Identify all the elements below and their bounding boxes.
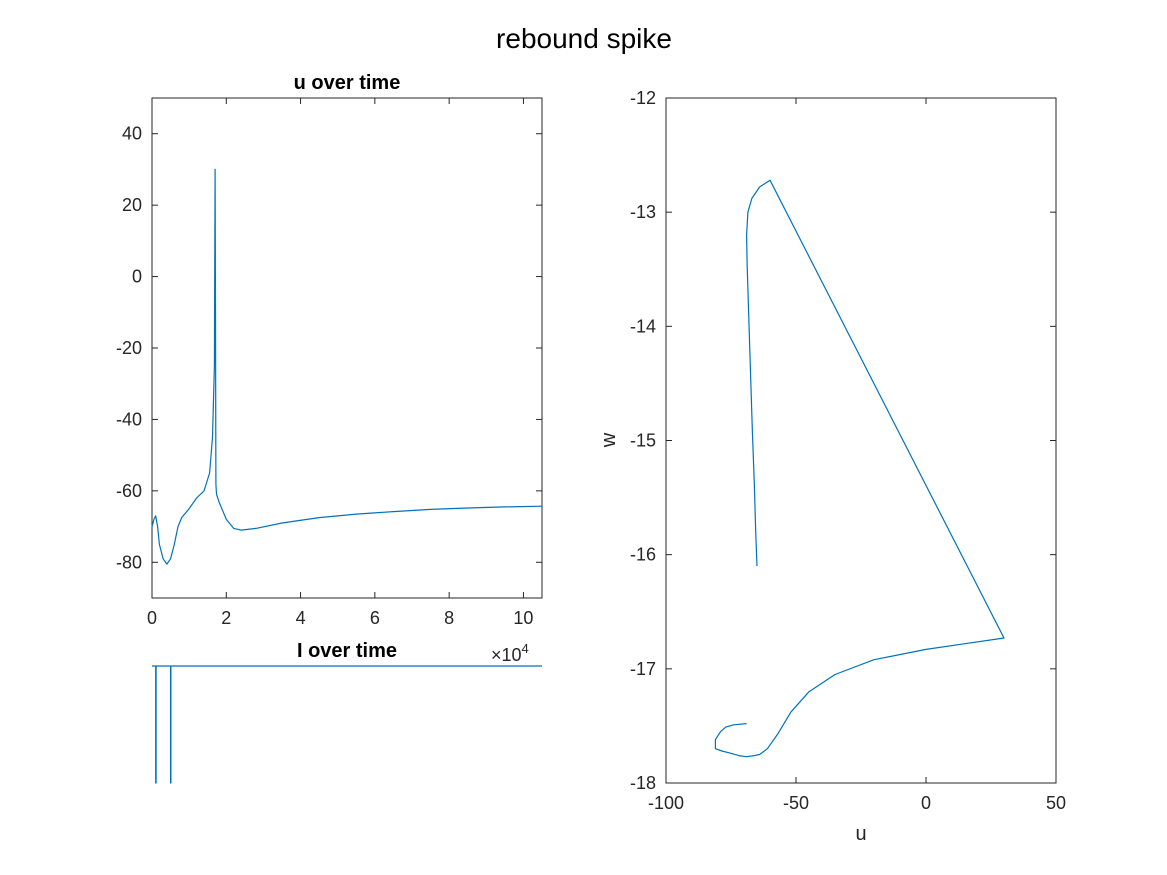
figure-title: rebound spike — [496, 23, 672, 54]
y-tick-label: -15 — [630, 431, 656, 451]
y-tick-label: 20 — [122, 195, 142, 215]
y-tick-label: -80 — [116, 552, 142, 572]
u-trace-line — [151, 168, 543, 565]
x-tick-label: 10 — [513, 608, 533, 628]
x-tick-label: 4 — [296, 608, 306, 628]
y-tick-label: -18 — [630, 773, 656, 793]
y-tick-label: -16 — [630, 545, 656, 565]
y-tick-label: -12 — [630, 88, 656, 108]
x-tick-label: -50 — [783, 793, 809, 813]
y-tick-label: -14 — [630, 316, 656, 336]
y-tick-label: -60 — [116, 481, 142, 501]
u-over-time-axes-box — [151, 97, 543, 599]
y-tick-label: -17 — [630, 659, 656, 679]
i-over-time-plot: I over time — [152, 640, 542, 784]
u-over-time-title: u over time — [294, 72, 401, 94]
i-over-time-title: I over time — [297, 640, 397, 662]
phase-plane-xlabel: u — [855, 823, 866, 845]
phase-plane-axes-box — [665, 97, 1057, 784]
x-tick-label: 0 — [147, 608, 157, 628]
phase-plane-ylabel: w — [598, 432, 620, 448]
x-tick-label: 8 — [444, 608, 454, 628]
x-tick-label: 6 — [370, 608, 380, 628]
x-exponent-label: ×104 — [491, 641, 529, 665]
x-tick-label: -100 — [648, 793, 684, 813]
y-tick-label: -40 — [116, 409, 142, 429]
y-tick-label: 0 — [132, 267, 142, 287]
phase-trajectory-line — [714, 179, 1005, 758]
x-tick-label: 50 — [1046, 793, 1066, 813]
x-tick-label: 2 — [221, 608, 231, 628]
x-tick-label: 0 — [921, 793, 931, 813]
y-tick-label: -13 — [630, 202, 656, 222]
phase-plane-plot: -100 -50 0 50 -18 -17 -16 -15 -14 -13 -12 u w — [598, 88, 1066, 845]
y-tick-label: 40 — [122, 124, 142, 144]
current-trace-line — [152, 665, 542, 784]
y-tick-label: -20 — [116, 338, 142, 358]
u-over-time-plot: u over time 0 2 4 6 8 10 -80 -60 -40 -20 0 20 40 ×10… — [116, 72, 543, 665]
